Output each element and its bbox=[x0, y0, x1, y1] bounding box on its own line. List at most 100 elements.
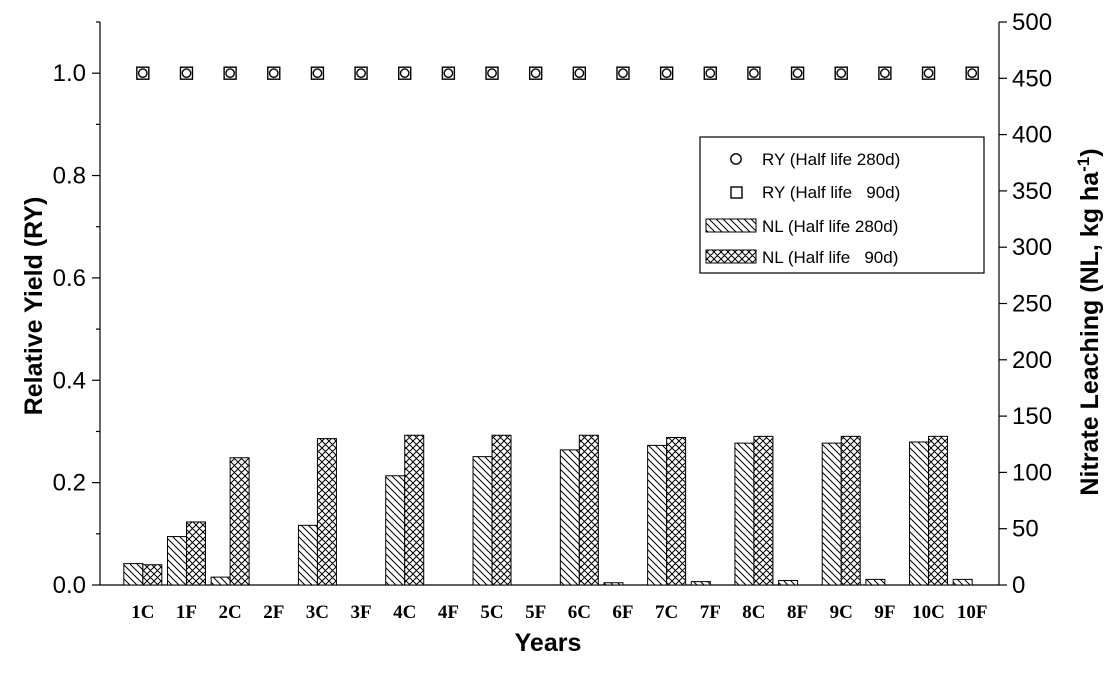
ry-280d-point-6C bbox=[574, 68, 585, 79]
bar-nl-280d-9C bbox=[821, 442, 842, 586]
ry-280d-point-3C bbox=[312, 68, 323, 79]
ry-90d-point-7F bbox=[703, 66, 717, 80]
ry-280d-point-4C bbox=[399, 68, 410, 79]
category-label-5F: 5F bbox=[525, 602, 546, 623]
ry-280d-point-5C bbox=[487, 68, 497, 79]
bar-nl-90d-10C bbox=[928, 435, 949, 586]
ry-90d-point-3C bbox=[310, 66, 325, 80]
ry-280d-point-7F bbox=[705, 68, 716, 79]
category-label-1C: 1C bbox=[131, 602, 154, 623]
right-tick-label-8: 400 bbox=[1012, 122, 1052, 149]
right-tick-label-10: 500 bbox=[1012, 9, 1052, 36]
bar-nl-280d-6F bbox=[603, 582, 624, 586]
bar-nl-90d-6C bbox=[578, 434, 599, 586]
ry-280d-point-9C bbox=[836, 68, 847, 79]
category-label-8C: 8C bbox=[742, 602, 765, 623]
bar-nl-90d-8C bbox=[753, 435, 774, 586]
ry-90d-point-1C bbox=[136, 66, 150, 80]
category-label-9F: 9F bbox=[874, 602, 895, 623]
ry-280d-point-9F bbox=[879, 68, 890, 79]
category-label-8F: 8F bbox=[787, 602, 808, 623]
bar-nl-280d-1C bbox=[123, 563, 144, 586]
circle-marker-icon bbox=[730, 153, 742, 165]
bar-nl-280d-10C bbox=[909, 441, 930, 586]
ry-90d-point-8C bbox=[747, 66, 761, 80]
bar-series bbox=[123, 434, 973, 586]
right-tick-label-6: 300 bbox=[1012, 234, 1052, 261]
ry-280d-point-3F bbox=[356, 68, 366, 79]
ry-90d-point-10C bbox=[921, 66, 936, 80]
category-label-10F: 10F bbox=[957, 602, 988, 623]
ry-90d-point-7C bbox=[659, 66, 674, 80]
right-tick-label-7: 350 bbox=[1012, 178, 1052, 205]
category-label-2C: 2C bbox=[219, 602, 242, 623]
ry-280d-point-1F bbox=[181, 68, 192, 79]
ry-280d-point-5F bbox=[530, 68, 541, 79]
category-label-1F: 1F bbox=[176, 602, 197, 623]
left-tick-label-2: 0.4 bbox=[53, 367, 86, 394]
right-tick-label-0: 0 bbox=[1012, 572, 1025, 599]
right-axis-title-main: Nitrate Leaching (NL, kg ha bbox=[1076, 171, 1104, 496]
left-tick-label-1: 0.2 bbox=[53, 470, 86, 497]
legend-label-ry-280d: RY (Half life 280d) bbox=[762, 150, 900, 169]
ry-90d-point-6F bbox=[616, 66, 630, 80]
bar-nl-90d-9C bbox=[840, 435, 861, 586]
bar-nl-280d-7C bbox=[647, 444, 668, 586]
ry-90d-point-10F bbox=[965, 66, 979, 80]
ry-90d-point-2F bbox=[267, 66, 281, 80]
ry-280d-point-10F bbox=[967, 68, 978, 79]
diagonal-hatch-swatch-icon bbox=[705, 218, 757, 233]
legend-item-ry-280d: RY (Half life 280d) bbox=[730, 150, 900, 169]
legend: RY (Half life 280d) RY (Half life 90d) N… bbox=[699, 136, 985, 274]
ry-280d-point-8C bbox=[749, 68, 759, 79]
category-label-10C: 10C bbox=[912, 602, 945, 623]
ry-90d-point-4C bbox=[398, 66, 412, 80]
bar-nl-280d-5C bbox=[472, 456, 493, 586]
square-marker-icon bbox=[730, 186, 743, 199]
ry-280d-point-10C bbox=[923, 68, 934, 79]
ry-90d-point-9C bbox=[834, 66, 848, 80]
left-axis-ticks: 0.0 0.2 0.4 0.6 0.8 1.0 bbox=[53, 21, 100, 599]
bar-nl-90d-7C bbox=[666, 436, 687, 586]
bar-nl-280d-2C bbox=[210, 576, 231, 586]
bar-nl-280d-7F bbox=[690, 581, 711, 586]
ry-280d-point-6F bbox=[618, 68, 628, 79]
category-labels: 1C 1F 2C 2F 3C 3F 4C 4F 5C 5F 6C 6F 7C 7F 8C 8F 9C 9F 10C 1… bbox=[131, 602, 987, 623]
right-tick-label-9: 450 bbox=[1012, 65, 1052, 92]
bar-nl-280d-6C bbox=[559, 449, 580, 586]
legend-label-nl-280d: NL (Half life 280d) bbox=[762, 217, 898, 236]
bar-nl-280d-10F bbox=[952, 578, 973, 586]
bar-nl-280d-8C bbox=[734, 442, 755, 586]
bar-nl-280d-4C bbox=[385, 475, 406, 586]
category-label-4C: 4C bbox=[393, 602, 416, 623]
crosshatch-swatch-icon bbox=[705, 249, 757, 264]
category-label-7C: 7C bbox=[655, 602, 678, 623]
right-axis-ticks: 0 50 100 150 200 250 300 350 400 450 500 bbox=[999, 9, 1052, 599]
left-tick-label-5: 1.0 bbox=[53, 60, 86, 87]
x-axis-title: Years bbox=[515, 629, 582, 657]
right-tick-label-5: 250 bbox=[1012, 291, 1052, 318]
legend-item-nl-90d: NL (Half life 90d) bbox=[705, 248, 898, 267]
bar-nl-90d-5C bbox=[491, 434, 512, 586]
category-label-6C: 6C bbox=[568, 602, 591, 623]
category-label-2F: 2F bbox=[263, 602, 284, 623]
bar-nl-280d-8F bbox=[778, 579, 799, 586]
category-label-9C: 9C bbox=[830, 602, 853, 623]
ry-280d-point-2F bbox=[268, 68, 279, 79]
right-tick-label-3: 150 bbox=[1012, 403, 1052, 430]
category-label-3F: 3F bbox=[351, 602, 372, 623]
ry-280d-point-4F bbox=[443, 68, 454, 79]
right-tick-label-1: 50 bbox=[1012, 516, 1039, 543]
ry-90d-point-6C bbox=[572, 66, 587, 80]
ry-90d-point-3F bbox=[354, 66, 368, 80]
ry-90d-point-8F bbox=[790, 66, 805, 80]
ry-280d-point-8F bbox=[792, 68, 803, 79]
ry-90d-point-4F bbox=[441, 66, 456, 80]
bar-nl-90d-1F bbox=[185, 521, 206, 586]
category-label-4F: 4F bbox=[438, 602, 459, 623]
category-label-7F: 7F bbox=[700, 602, 721, 623]
category-label-6F: 6F bbox=[612, 602, 633, 623]
ry-90d-point-5C bbox=[485, 66, 499, 80]
bar-nl-280d-9F bbox=[865, 578, 886, 586]
